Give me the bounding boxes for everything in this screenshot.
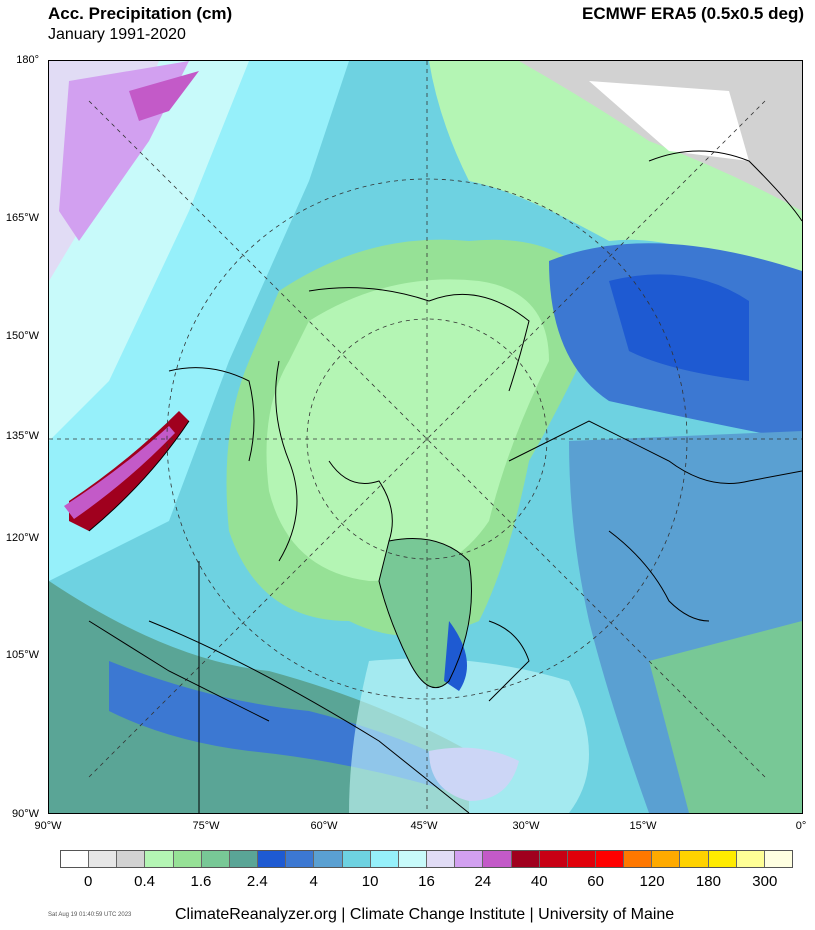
legend-tick-label: 10 (361, 873, 379, 890)
data-source: ECMWF ERA5 (0.5x0.5 deg) (582, 4, 804, 23)
legend-swatch (314, 851, 343, 867)
legend-tick-label: 1.6 (190, 873, 212, 890)
legend-swatch (736, 851, 765, 867)
legend-swatch (764, 851, 793, 867)
legend-swatch (229, 851, 259, 867)
legend-tick-label: 24 (474, 873, 492, 890)
legend-tick-label: 0.4 (134, 873, 155, 890)
legend-tick-label: 4 (309, 873, 318, 890)
map-subtitle: January 1991-2020 (48, 26, 186, 43)
legend-tick-label: 180 (695, 873, 721, 890)
legend-swatch (483, 851, 512, 867)
lat-label: 135°W (5, 430, 39, 442)
legend-swatch (567, 851, 596, 867)
legend-swatch (455, 851, 484, 867)
lon-label: 15°W (629, 820, 657, 832)
lat-label: 120°W (5, 532, 39, 544)
lon-label: 75°W (192, 820, 220, 832)
lon-label: 45°W (410, 820, 438, 832)
lat-label: 180° (16, 54, 39, 66)
legend-swatch (427, 851, 456, 867)
lat-label: 150°W (5, 330, 39, 342)
legend-swatch (117, 851, 146, 867)
lat-label: 165°W (5, 212, 39, 224)
lon-label: 30°W (512, 820, 540, 832)
legend-swatch (173, 851, 202, 867)
legend-swatch (201, 851, 230, 867)
legend-swatch (61, 851, 90, 867)
legend-tick-label: 300 (752, 873, 778, 890)
legend-swatch (258, 851, 287, 867)
lat-label: 90°W (11, 808, 39, 820)
legend-swatch (145, 851, 174, 867)
precipitation-map (48, 60, 803, 814)
legend-swatch (652, 851, 681, 867)
legend-tick-label: 40 (530, 873, 548, 890)
map-canvas (49, 61, 802, 813)
legend-swatch (624, 851, 653, 867)
legend-tick-label: 2.4 (246, 873, 268, 890)
map-title: Acc. Precipitation (cm) (48, 4, 233, 23)
lon-label: 60°W (310, 820, 338, 832)
legend-tick-label: 120 (639, 873, 665, 890)
credits-text: ClimateReanalyzer.org | Climate Change I… (175, 906, 675, 923)
legend-tick-label: 16 (418, 873, 435, 890)
legend-swatch (708, 851, 737, 867)
timestamp: Sat Aug 19 01:40:59 UTC 2023 (48, 912, 132, 918)
legend-swatch (370, 851, 399, 867)
legend-swatch (511, 851, 540, 867)
legend-swatch (680, 851, 709, 867)
color-legend (60, 850, 793, 868)
legend-tick-label: 0 (84, 873, 93, 890)
legend-swatch (342, 851, 371, 867)
lon-label: 90°W (34, 820, 62, 832)
lon-label: 0° (795, 820, 807, 832)
lat-label: 105°W (5, 649, 39, 661)
legend-swatch (595, 851, 625, 867)
legend-swatch (398, 851, 428, 867)
legend-swatch (89, 851, 118, 867)
legend-swatch (286, 851, 315, 867)
legend-swatch (539, 851, 568, 867)
legend-tick-label: 60 (587, 873, 604, 890)
